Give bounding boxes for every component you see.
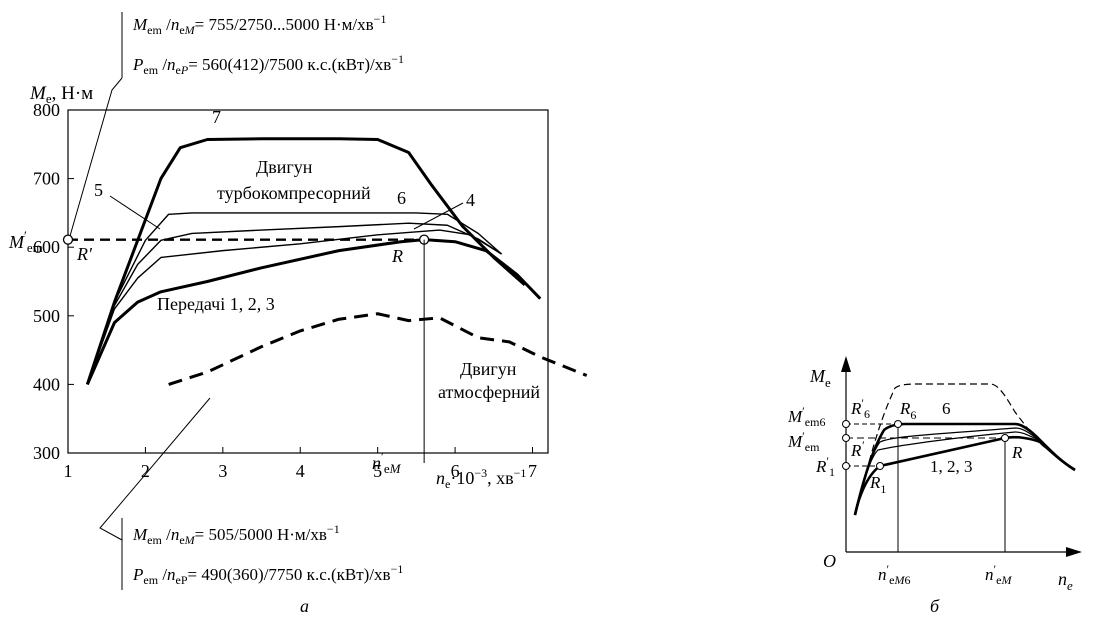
panel-a-caption: а	[300, 596, 309, 616]
x-tick-label: 4	[296, 461, 305, 481]
chart-panel-a: 1 2 3 4 5 6 7 300 400 500 600 700 800 Me, Н·м ne·10…	[8, 12, 588, 616]
b-gears-label: 1, 2, 3	[930, 457, 973, 476]
leader-4	[413, 202, 464, 230]
b-r-label: R	[1011, 443, 1023, 462]
y-tick-label: 500	[33, 306, 60, 326]
b-curve-4	[854, 431, 1041, 516]
b-point-mem6	[842, 420, 850, 428]
series-group	[85, 137, 588, 386]
gears-label: Передачі 1, 2, 3	[157, 294, 275, 314]
b-six-label: 6	[942, 399, 951, 418]
b-rp-label: R′	[850, 438, 864, 460]
b-y-label: Me	[809, 366, 831, 390]
x-tick-label: 5	[373, 461, 382, 481]
b-x-arrow	[1066, 547, 1082, 557]
spec-top-leader	[69, 77, 123, 237]
point-r-prime-label: R′	[76, 244, 93, 264]
nem-label: n′eM	[372, 449, 402, 476]
y-tick-label: 700	[33, 169, 60, 189]
turbo-label-line1: Двигун	[256, 157, 313, 177]
atmo-label-line1: Двигун	[460, 359, 517, 379]
b-point-r6	[894, 420, 902, 428]
curve-4-label: 4	[466, 190, 475, 210]
b-point-r	[1001, 434, 1009, 442]
panel-b-caption: б	[930, 596, 940, 616]
spec-top-line2: Pem /neP= 560(412)/7500 к.с.(кВт)/хв−1	[132, 52, 404, 77]
y-tick-label: 800	[33, 100, 60, 120]
b-x-label: ne	[1058, 569, 1073, 593]
series-line-0	[85, 137, 526, 385]
series-line-1	[86, 212, 503, 385]
x-axis-label: ne·10−3, хв−1	[436, 466, 526, 491]
curve-6-label: 6	[397, 188, 406, 208]
y-tick-label: 300	[33, 443, 60, 463]
b-nem-label: n′eM	[985, 562, 1012, 587]
turbo-label-line2: турбокомпресорний	[217, 183, 371, 203]
plot-frame	[67, 109, 549, 454]
y-axis-ticks: 300 400 500 600 700 800	[33, 100, 74, 463]
b-nem6-label: n′eM6	[878, 562, 910, 587]
spec-bottom-leader	[99, 397, 211, 541]
y-tick-label: 600	[33, 237, 60, 257]
series-line-4	[85, 238, 542, 386]
point-r-prime	[62, 234, 74, 245]
b-curve-7-dashed	[854, 383, 1047, 516]
spec-bottom-line1: Mem /neM= 505/5000 Н·м/хв−1	[132, 522, 340, 547]
chart-panel-b: Me ne O M′em6 M′em R′1 R′6 R6 6 R′ R	[787, 356, 1082, 616]
y-axis-label: Me, Н·м	[29, 83, 93, 106]
curve-7-label: 7	[212, 107, 221, 127]
leader-5	[109, 195, 161, 230]
atmo-label-line2: атмосферний	[438, 382, 540, 402]
series-line-3	[86, 229, 502, 385]
b-mem-label: M′em	[787, 429, 820, 454]
b-r1-label: R1	[869, 473, 886, 496]
b-r1p-label: R′1	[815, 454, 835, 479]
spec-bottom-line2: Pem /neP= 490(360)/7750 к.с.(кВт)/хв−1	[132, 562, 403, 587]
spec-top-line1: Mem /neM= 755/2750...5000 Н·м/хв−1	[132, 12, 386, 37]
b-y-arrow	[841, 356, 851, 372]
series-line-2	[86, 222, 502, 385]
curve-5-label: 5	[94, 180, 103, 200]
b-mem6-label: M′em6	[787, 404, 825, 429]
x-tick-label: 2	[141, 461, 150, 481]
x-axis-ticks: 1 2 3 4 5 6 7	[64, 447, 537, 481]
b-origin-label: O	[823, 551, 836, 571]
b-r6-label: R6	[899, 399, 916, 422]
b-point-r1	[876, 462, 884, 470]
b-point-mem	[842, 434, 850, 442]
b-r6p-label: R′6	[850, 396, 870, 421]
x-tick-label: 7	[528, 461, 537, 481]
x-tick-label: 3	[218, 461, 227, 481]
point-r-label: R	[391, 246, 403, 266]
y-tick-label: 400	[33, 374, 60, 394]
b-point-r1p	[842, 462, 850, 470]
b-curve-gears	[853, 435, 1076, 516]
x-tick-label: 6	[451, 461, 460, 481]
x-tick-label: 1	[64, 461, 73, 481]
mem-label: M′em	[8, 228, 43, 255]
series-line-5	[168, 312, 588, 386]
